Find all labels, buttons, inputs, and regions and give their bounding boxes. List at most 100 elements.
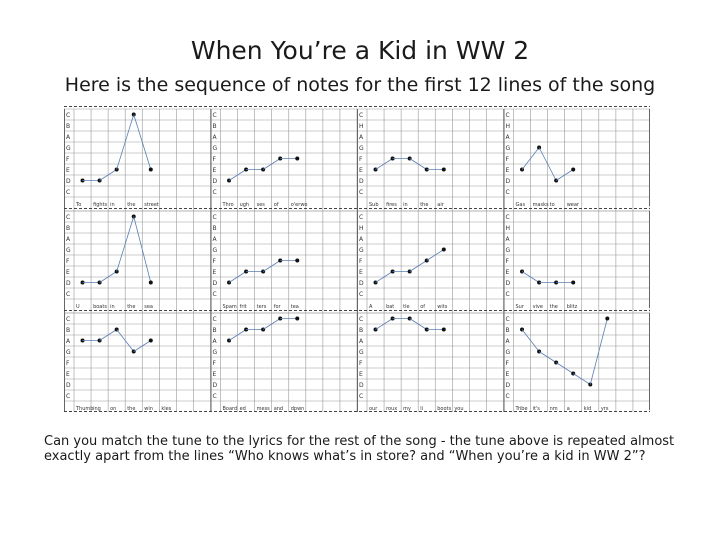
- note-label: E: [359, 269, 363, 276]
- note-label: G: [213, 349, 218, 356]
- melody-arrow: [228, 329, 247, 341]
- melody-arrow: [375, 318, 393, 330]
- lyric-word: dpwn: [291, 406, 305, 412]
- lyric-word: Spam: [223, 304, 237, 310]
- lyric-word: and: [274, 406, 283, 412]
- melody-note: [295, 156, 300, 161]
- note-label: H: [359, 225, 364, 232]
- note-label: C: [213, 214, 217, 221]
- note-label: G: [359, 349, 364, 356]
- lyric-word: my: [403, 406, 411, 412]
- note-label: D: [359, 280, 364, 287]
- lyric-word: ugh: [240, 202, 250, 208]
- note-label: D: [66, 178, 71, 185]
- slide-title: When You’re a Kid in WW 2: [190, 36, 530, 65]
- lyric-word: fires: [386, 202, 397, 208]
- lyric-word: nm: [550, 406, 558, 412]
- note-label: C: [213, 189, 217, 196]
- note-label: D: [213, 280, 218, 287]
- note-label: D: [66, 382, 71, 389]
- melody-arrow: [521, 329, 540, 352]
- note-label: E: [506, 269, 510, 276]
- lyric-word: ed: [240, 406, 246, 412]
- note-label: H: [506, 225, 511, 232]
- lyric-word: U: [76, 304, 80, 310]
- note-label: A: [213, 134, 218, 141]
- melody-arrow: [262, 260, 281, 272]
- lyric-word: in: [110, 202, 115, 208]
- lyric-word: air: [437, 202, 444, 208]
- melody-note: [148, 280, 153, 285]
- note-label: C: [213, 112, 217, 119]
- note-label: C: [506, 316, 510, 323]
- lyric-word: Thro: [222, 202, 234, 208]
- note-label: F: [213, 156, 217, 163]
- lyric-word: Sur: [516, 304, 525, 310]
- note-label: G: [506, 247, 511, 254]
- note-label: C: [506, 214, 510, 221]
- note-label: C: [213, 291, 217, 298]
- lyric-word: Thumb: [75, 406, 93, 412]
- melody-arrow: [409, 158, 427, 170]
- lyric-word: ing: [93, 406, 101, 412]
- melody-arrow: [409, 260, 427, 272]
- melody-arrow: [228, 271, 247, 283]
- lyric-word: the: [127, 304, 135, 310]
- note-label: C: [66, 393, 70, 400]
- melody-note: [148, 338, 153, 343]
- note-label: C: [359, 393, 363, 400]
- melody-arrow: [538, 147, 557, 181]
- melody-arrow: [133, 340, 151, 352]
- note-label: F: [506, 360, 510, 367]
- melody-arrow: [426, 249, 444, 261]
- lyric-word: wits: [437, 304, 447, 310]
- melody-arrow: [375, 271, 393, 283]
- note-label: E: [359, 167, 363, 174]
- melody-arrow: [133, 216, 152, 283]
- note-label: B: [66, 123, 70, 130]
- lyric-word: blitz: [567, 304, 578, 310]
- lyric-word: of: [274, 202, 279, 208]
- slide-subtitle: Here is the sequence of notes for the fi…: [64, 74, 656, 96]
- note-label: G: [506, 349, 511, 356]
- note-label: B: [66, 225, 70, 232]
- melody-arrow: [573, 373, 591, 385]
- note-label: E: [213, 371, 217, 378]
- note-label: C: [359, 316, 363, 323]
- note-label: D: [359, 382, 364, 389]
- note-label: G: [66, 247, 71, 254]
- note-label: A: [213, 236, 218, 243]
- melody-arrow: [262, 318, 281, 330]
- note-label: A: [66, 236, 71, 243]
- melody-arrow: [99, 271, 117, 283]
- melody-arrow: [262, 158, 281, 170]
- note-label: G: [506, 145, 511, 152]
- lyric-word: mess: [257, 406, 271, 412]
- note-label: F: [66, 258, 70, 265]
- lyric-word: masks: [533, 202, 549, 208]
- melody-arrow: [375, 158, 393, 170]
- lyric-word: the: [420, 202, 428, 208]
- note-label: A: [506, 134, 511, 141]
- note-label: A: [359, 338, 364, 345]
- note-label: H: [359, 123, 364, 130]
- note-label: C: [506, 291, 510, 298]
- lyric-word: win: [144, 406, 153, 412]
- lyric-word: ters: [257, 304, 267, 310]
- note-label: F: [66, 156, 70, 163]
- note-label: F: [66, 360, 70, 367]
- melody-arrow: [538, 351, 557, 363]
- note-label: C: [359, 189, 363, 196]
- note-label: G: [66, 145, 71, 152]
- note-label: C: [66, 316, 70, 323]
- melody-note: [571, 167, 576, 172]
- note-label: F: [506, 156, 510, 163]
- note-label: F: [359, 258, 363, 265]
- lyric-word: fights: [93, 202, 107, 208]
- lyric-word: sea: [144, 304, 153, 310]
- note-label: D: [213, 178, 218, 185]
- note-label: F: [506, 258, 510, 265]
- melody-arrow: [116, 216, 135, 272]
- melody-note: [605, 316, 610, 321]
- note-label: B: [213, 123, 217, 130]
